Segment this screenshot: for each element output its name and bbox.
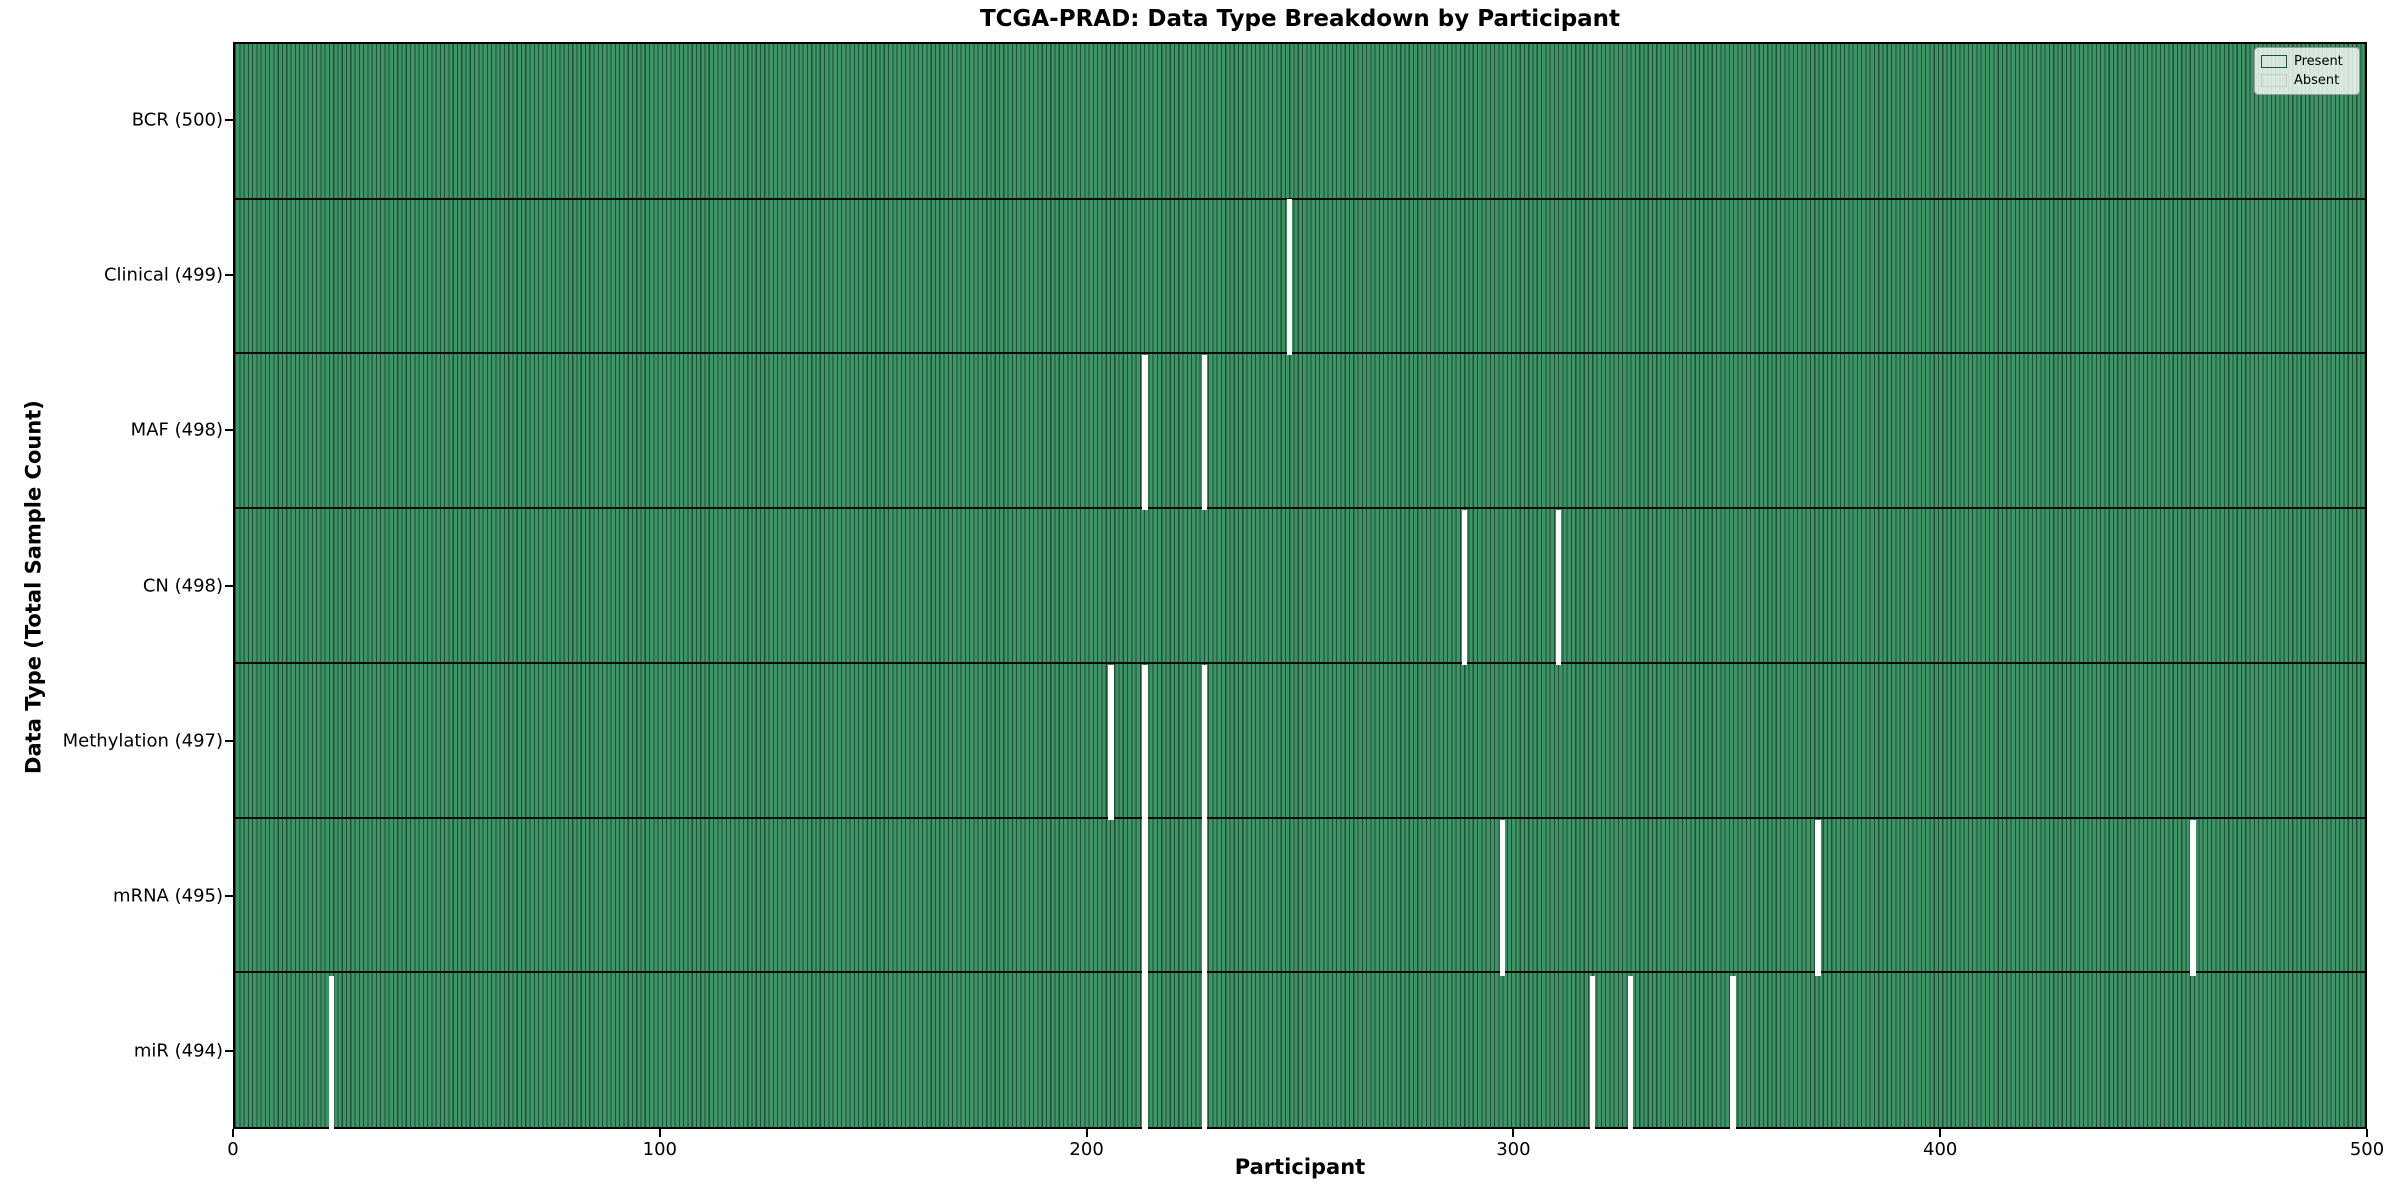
xtick-label-0: 0 [227,1139,239,1160]
ytick-mark [225,739,233,742]
absent-gap [1589,975,1595,1131]
absent-gap [1202,354,1208,510]
row-separator [235,352,2365,355]
legend-item-absent: Absent [2261,71,2353,90]
present-bars-background [235,44,2365,1127]
absent-gap [1142,665,1148,1131]
legend-item-present: Present [2261,52,2353,71]
row-separator [235,971,2365,974]
xtick-label-100: 100 [642,1139,677,1160]
ytick-label-miR: miR (494) [133,1040,223,1062]
ytick-label-Methylation: Methylation (497) [62,730,223,752]
ytick-label-mRNA: mRNA (495) [113,885,223,907]
ytick-mark [225,429,233,432]
xtick-label-500: 500 [2349,1139,2385,1160]
absent-gap [1108,665,1114,821]
absent-gap [1142,354,1148,510]
ytick-label-Clinical: Clinical (499) [103,264,223,286]
legend-present-label: Present [2294,54,2343,69]
xtick-label-200: 200 [1069,1139,1104,1160]
absent-gap [328,975,334,1131]
xtick-mark [1085,1129,1088,1137]
legend-absent-label: Absent [2294,73,2340,88]
xtick-mark [658,1129,661,1137]
xtick-label-400: 400 [1923,1139,1958,1160]
absent-gap [1461,509,1468,666]
row-separator [235,197,2365,200]
absent-gap [1628,975,1634,1131]
ytick-mark [225,273,233,276]
ytick-mark [225,584,233,587]
xtick-mark [232,1129,234,1137]
chart-title: TCGA-PRAD: Data Type Breakdown by Partic… [979,6,1621,32]
xtick-mark [1512,1129,1515,1137]
absent-gap [1287,199,1293,355]
row-separator [235,661,2365,664]
ytick-mark [225,118,233,121]
ytick-mark [225,895,233,898]
xtick-mark [1939,1129,1942,1137]
row-separator [235,816,2365,819]
absent-gap [2190,820,2196,976]
plot-area [233,42,2367,1131]
absent-gap [1730,975,1736,1131]
ytick-label-MAF: MAF (498) [130,419,223,441]
y-axis-label: Data Type (Total Sample Count) [21,400,46,774]
ytick-label-CN: CN (498) [142,575,223,596]
row-separator [235,507,2365,510]
x-axis-label: Participant [1234,1155,1366,1179]
absent-gap [1815,820,1821,976]
absent-gap [1202,665,1208,1131]
absent-gap [1555,509,1561,666]
xtick-label-300: 300 [1496,1139,1531,1160]
absent-swatch-icon [2261,74,2287,87]
xtick-mark [2366,1129,2368,1137]
legend: Present Absent [2254,47,2360,95]
present-swatch-icon [2261,55,2287,68]
ytick-mark [225,1050,233,1053]
absent-gap [1500,820,1506,976]
ytick-label-BCR: BCR (500) [131,109,223,131]
